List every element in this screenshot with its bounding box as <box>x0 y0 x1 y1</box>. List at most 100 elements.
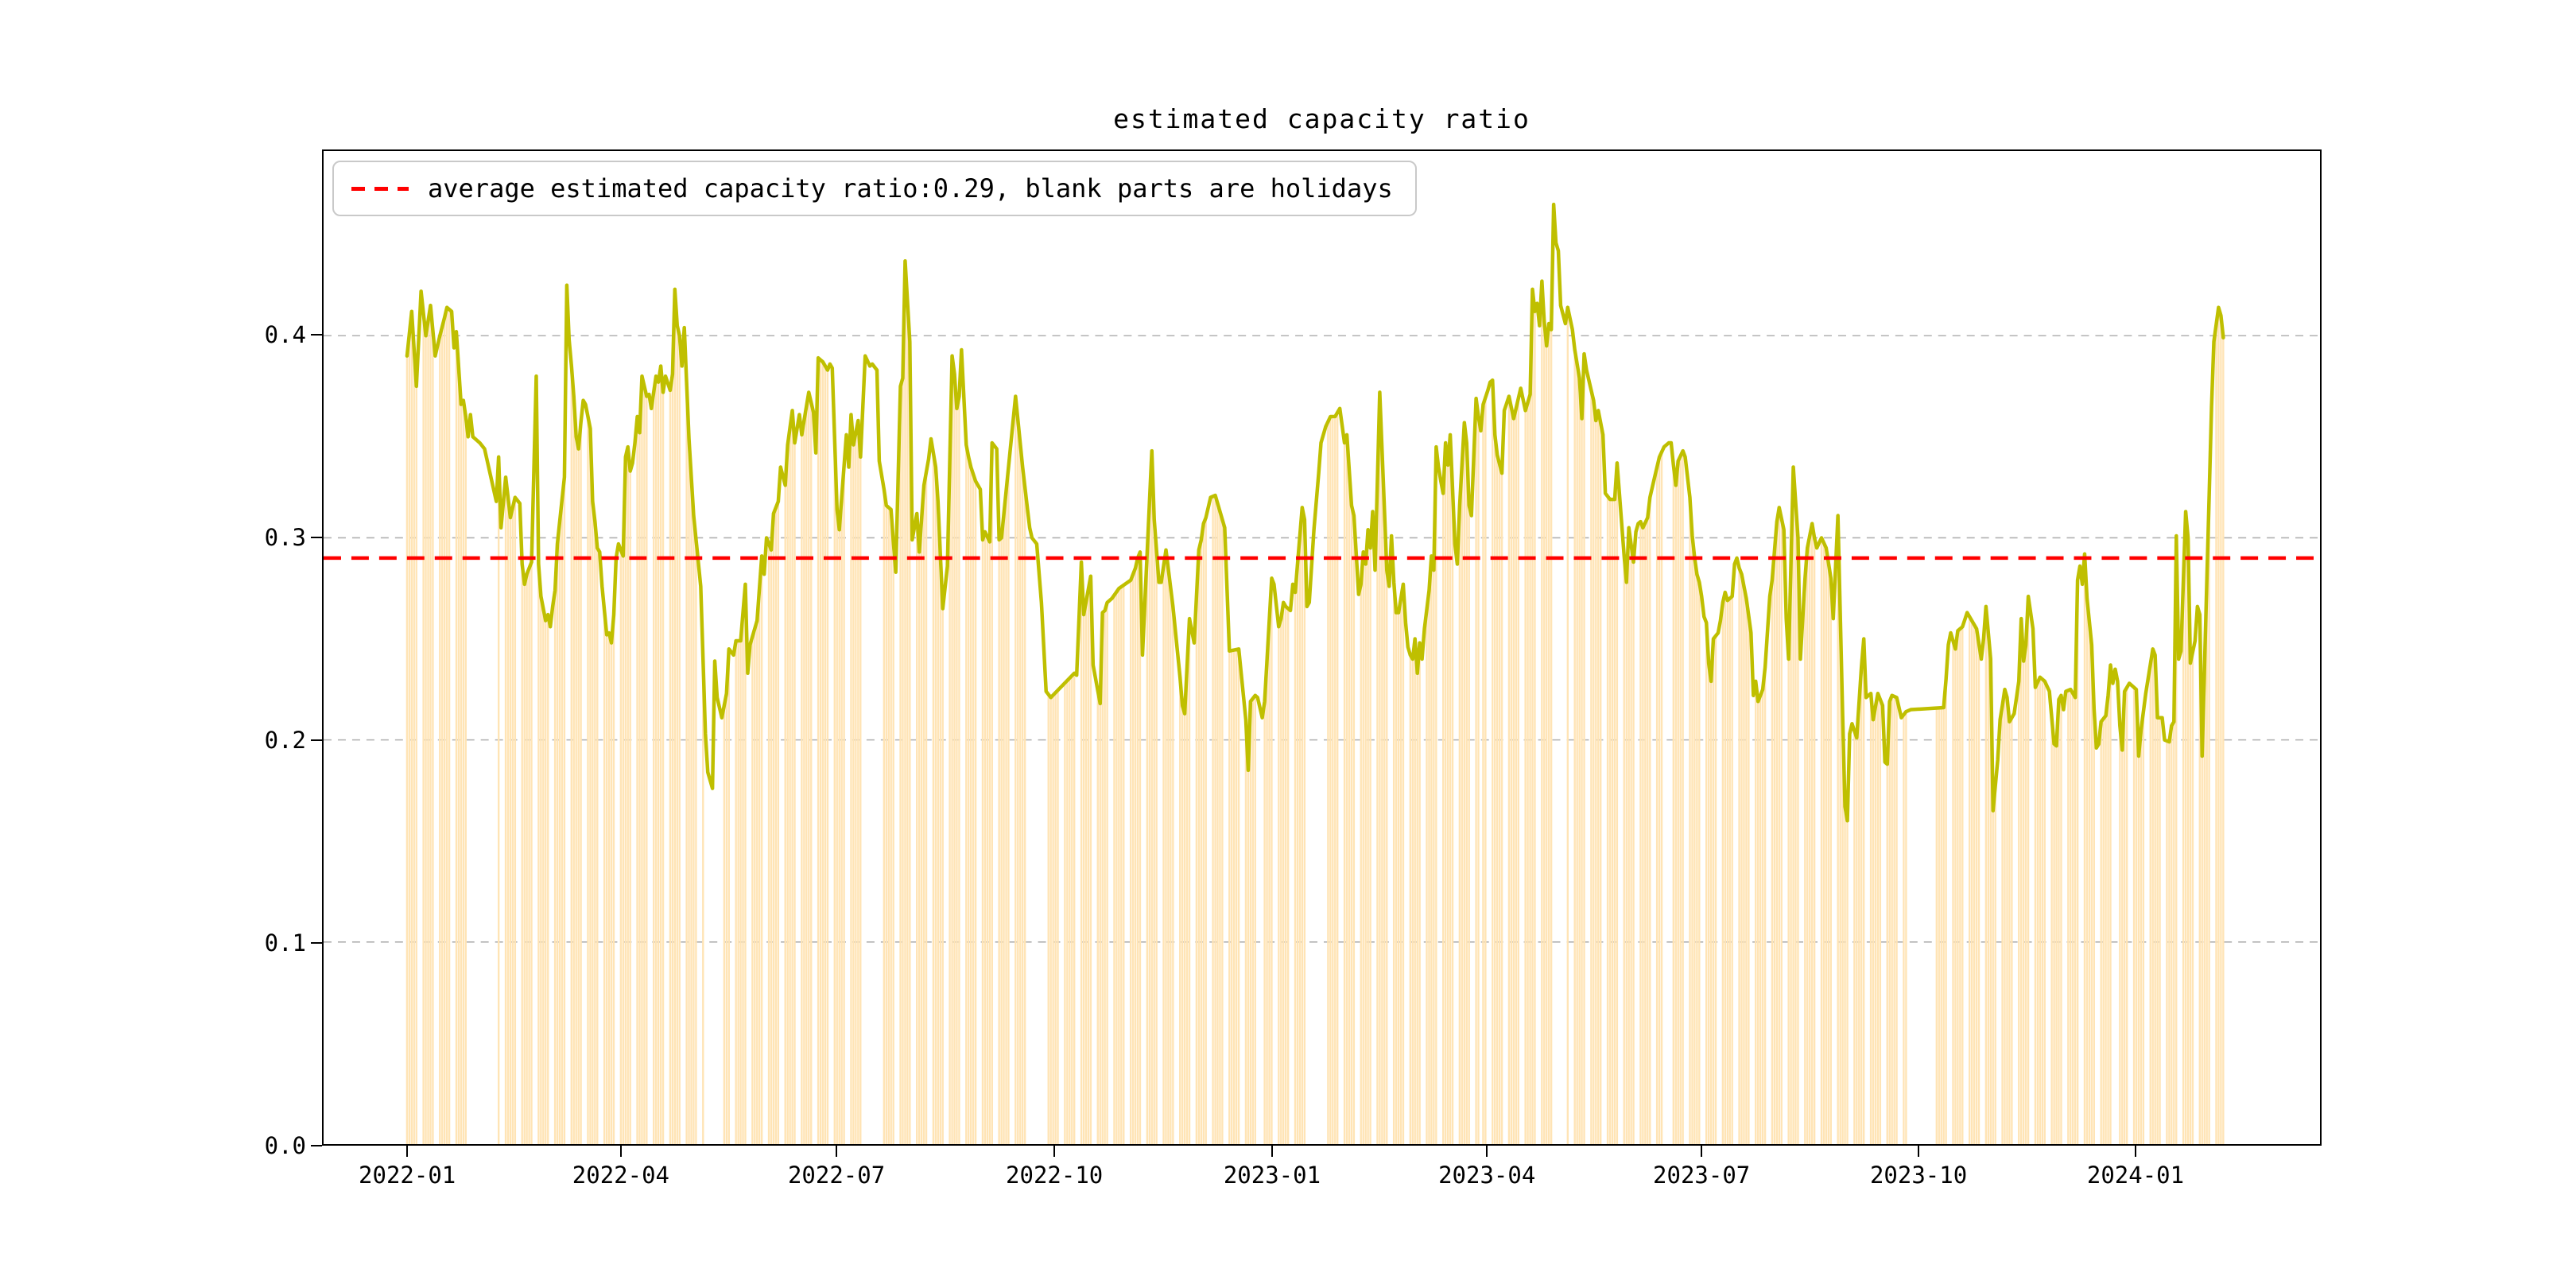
day-bar <box>1792 467 1794 1144</box>
day-bar <box>1232 650 1236 1144</box>
day-bar <box>2055 746 2058 1144</box>
day-bar <box>528 568 530 1144</box>
x-tick-mark <box>1271 1146 1273 1157</box>
day-bar <box>1961 627 1964 1144</box>
day-bar <box>892 541 894 1144</box>
day-bar <box>727 649 730 1144</box>
day-bar <box>1977 643 1980 1144</box>
day-bar <box>1780 518 1783 1144</box>
y-tick-label: 0.0 <box>264 1132 306 1159</box>
day-bar <box>1691 535 1693 1144</box>
day-bar <box>1973 624 1976 1144</box>
day-bar <box>460 404 463 1144</box>
day-bar <box>956 408 958 1144</box>
day-bar <box>1658 456 1661 1144</box>
day-bar <box>653 392 655 1144</box>
day-bar <box>2206 582 2208 1144</box>
day-bar <box>1748 615 1750 1144</box>
day-bar <box>1254 695 1256 1144</box>
day-bar <box>2121 750 2124 1144</box>
day-bar <box>1566 307 1569 1144</box>
day-bar <box>422 313 425 1144</box>
day-bar <box>669 390 672 1144</box>
day-bar <box>1433 570 1435 1144</box>
x-tick-label: 2022-10 <box>1006 1162 1104 1189</box>
day-bar <box>857 421 859 1144</box>
day-bar <box>821 362 824 1144</box>
day-bar <box>1496 455 1499 1144</box>
day-bar <box>1271 578 1273 1144</box>
day-bar <box>2217 307 2220 1144</box>
day-bar <box>1383 509 1386 1144</box>
day-bar <box>462 400 465 1144</box>
day-bar <box>1975 628 1978 1144</box>
day-bar <box>2043 681 2046 1144</box>
day-bar <box>939 555 941 1144</box>
day-bar <box>1120 586 1123 1144</box>
day-bar <box>1332 416 1334 1144</box>
day-bar <box>1705 623 1708 1144</box>
day-bar <box>2083 553 2086 1144</box>
day-bar <box>1613 499 1616 1144</box>
day-bar <box>2109 665 2112 1144</box>
day-bar <box>1294 592 1297 1144</box>
day-bar <box>1810 523 1814 1144</box>
day-bar <box>1583 354 1585 1144</box>
day-bar <box>1155 550 1158 1144</box>
day-bar <box>2022 661 2025 1144</box>
day-bar <box>1334 416 1336 1144</box>
day-bar <box>439 336 441 1144</box>
day-bar <box>916 513 918 1144</box>
day-bar <box>1512 418 1515 1144</box>
day-bar <box>2149 663 2151 1144</box>
day-bar <box>523 584 526 1144</box>
day-bar <box>464 416 467 1144</box>
day-bar <box>2137 755 2140 1144</box>
day-bar <box>1216 503 1219 1144</box>
day-bar <box>1071 675 1073 1144</box>
day-bar <box>2208 495 2210 1144</box>
day-bar <box>1023 487 1026 1144</box>
day-bar <box>789 427 791 1144</box>
day-bar <box>2006 697 2008 1144</box>
day-bar <box>408 333 411 1144</box>
day-bar <box>2184 511 2187 1144</box>
day-bar <box>1969 616 1971 1144</box>
day-bar <box>1047 694 1049 1144</box>
day-bar <box>1543 321 1546 1144</box>
day-bar <box>723 705 726 1144</box>
day-bar <box>587 416 589 1144</box>
day-bar <box>1879 699 1882 1144</box>
day-bar <box>1185 665 1189 1144</box>
x-tick-label: 2023-04 <box>1438 1162 1536 1189</box>
day-bar <box>572 396 575 1144</box>
chart-title: estimated capacity ratio <box>1113 103 1530 134</box>
day-bar <box>1517 398 1519 1144</box>
day-bar <box>530 561 533 1144</box>
day-bar <box>1054 692 1057 1144</box>
day-bar <box>1642 527 1644 1144</box>
day-bar <box>661 392 665 1144</box>
day-bar <box>1348 470 1351 1144</box>
day-bar <box>1984 606 1988 1144</box>
day-bar <box>1463 422 1465 1144</box>
day-bar <box>1600 422 1602 1144</box>
day-bar <box>638 433 641 1144</box>
day-bar <box>575 436 577 1144</box>
day-bar <box>2189 663 2192 1144</box>
day-bar <box>1763 667 1767 1144</box>
day-bar <box>561 499 564 1144</box>
day-bar <box>1672 464 1674 1144</box>
day-bar <box>1655 467 1658 1144</box>
day-bar <box>1813 537 1816 1144</box>
x-tick-label: 2022-04 <box>572 1162 670 1189</box>
day-bar <box>612 615 615 1144</box>
day-bar <box>1625 582 1627 1144</box>
day-bar <box>1952 641 1954 1144</box>
day-bar <box>1531 289 1534 1144</box>
day-bar <box>801 434 803 1144</box>
day-bar <box>1131 574 1135 1144</box>
day-bar <box>859 456 862 1144</box>
day-bar <box>803 421 805 1144</box>
